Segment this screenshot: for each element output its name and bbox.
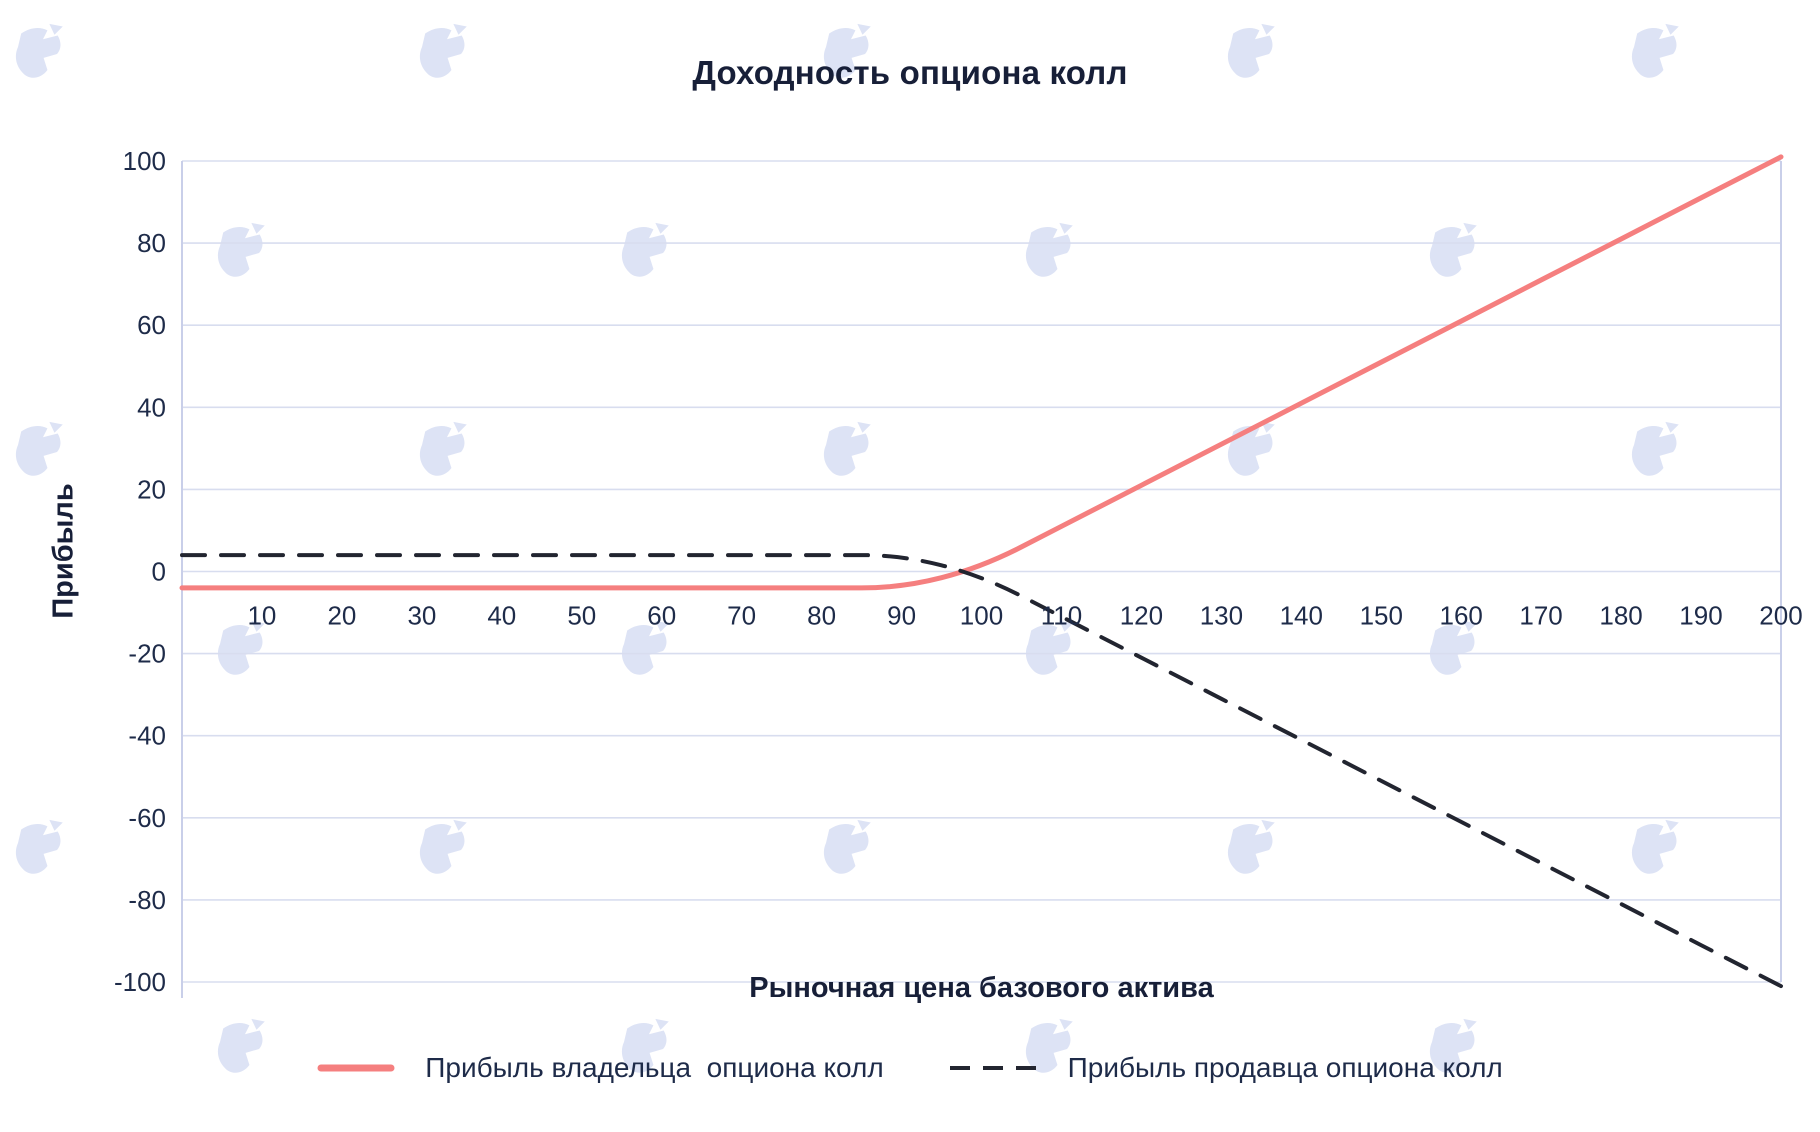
x-tick-label: 170 [1519,601,1562,631]
forklog-logo-watermark-icon [1429,620,1477,675]
x-tick-label: 70 [727,601,756,631]
forklog-logo-watermark-icon [217,222,265,277]
legend-swatch-dashed-icon [949,1066,1036,1070]
y-tick-label: -60 [128,803,166,833]
x-tick-label: 200 [1759,601,1802,631]
forklog-logo-watermark-icon [217,620,265,675]
forklog-logo-watermark-icon [1025,1018,1073,1073]
legend-item-owner: Прибыль владельца опциона колл [317,1052,884,1084]
forklog-logo-watermark-icon [823,819,871,874]
legend-swatch-solid-icon [317,1064,395,1072]
x-tick-label: 140 [1280,601,1323,631]
forklog-logo-watermark-icon [1227,819,1275,874]
forklog-logo-watermark-icon [15,421,63,476]
forklog-logo-watermark-icon [15,819,63,874]
x-tick-label: 10 [247,601,276,631]
x-tick-label: 40 [487,601,516,631]
series-line-seller [180,553,1783,989]
x-tick-label: 20 [327,601,356,631]
y-axis-title: Прибыль [47,483,80,619]
x-tick-label: 160 [1440,601,1483,631]
x-tick-label: 90 [887,601,916,631]
forklog-logo-watermark-icon [217,1018,265,1073]
y-tick-label: 20 [137,474,166,504]
x-tick-label: 80 [807,601,836,631]
forklog-logo-watermark-icon [419,421,467,476]
forklog-logo-watermark-icon [823,23,871,78]
x-tick-label: 60 [647,601,676,631]
forklog-logo-watermark-icon [419,23,467,78]
y-tick-label: -20 [128,639,166,669]
chart-title: Доходность опциона колл [692,54,1128,91]
y-tick-label: -40 [128,721,166,751]
forklog-logo-watermark-icon [823,421,871,476]
y-tick-label: 40 [137,392,166,422]
forklog-logo-watermark-icon [1025,620,1073,675]
x-tick-label: 180 [1599,601,1642,631]
forklog-logo-watermark-icon [1631,421,1679,476]
y-tick-label: -100 [114,967,166,997]
x-tick-label: 150 [1360,601,1403,631]
series-line-owner [179,154,1784,591]
x-tick-label: 110 [1041,601,1082,631]
x-tick-label: 100 [960,601,1003,631]
forklog-logo-watermark-icon [1429,222,1477,277]
x-tick-label: 120 [1120,601,1163,631]
x-axis-title: Рыночная цена базового актива [749,972,1214,1004]
forklog-logo-watermark-icon [1227,23,1275,78]
legend-item-seller: Прибыль продавца опциона колл [948,1052,1503,1084]
y-tick-label: 60 [137,310,166,340]
forklog-logo-watermark-icon [1025,222,1073,277]
forklog-logo-watermark-icon [1429,1018,1477,1073]
x-tick-label: 190 [1679,601,1722,631]
forklog-logo-watermark-icon [15,23,63,78]
forklog-logo-watermark-icon [419,819,467,874]
x-tick-label: 130 [1200,601,1243,631]
forklog-logo-watermark-icon [1631,819,1679,874]
legend-label: Прибыль продавца опциона колл [1067,1052,1503,1083]
y-tick-label: 0 [152,557,166,587]
x-tick-label: 50 [567,601,596,631]
legend: Прибыль владельца опциона колл Прибыль пр… [0,1052,1820,1084]
y-tick-label: -80 [128,885,166,915]
y-tick-label: 80 [137,228,166,258]
forklog-logo-watermark-icon [621,620,669,675]
x-tick-label: 30 [407,601,436,631]
legend-label: Прибыль владельца опциона колл [425,1052,884,1083]
forklog-logo-watermark-icon [1631,23,1679,78]
forklog-logo-watermark-icon [621,222,669,277]
forklog-logo-watermark-icon [621,1018,669,1073]
y-tick-label: 100 [123,146,166,176]
